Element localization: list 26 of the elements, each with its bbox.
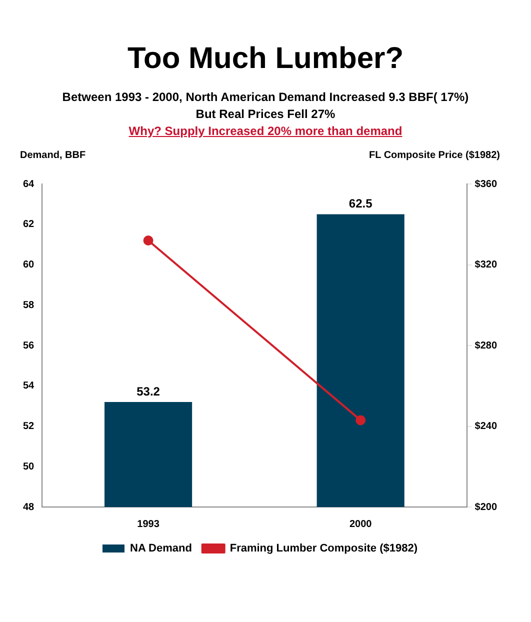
y-tick-label: 62 [23, 219, 35, 230]
y-tick-label: 52 [23, 421, 35, 432]
data-label: 62.5 [348, 196, 373, 211]
y-tick-label: 56 [23, 340, 35, 352]
text: Why? Supply Increased 20% more than demand [128, 124, 404, 138]
y2-tick-label: $240 [474, 421, 498, 432]
y2-axis-title: FL Composite Price ($1982) [369, 150, 500, 161]
y2-tick-label: $280 [474, 340, 498, 352]
legend-label: Framing Lumber Composite ($1982) [230, 542, 418, 555]
y-tick-label: 60 [23, 260, 35, 270]
y-axis-title: Demand, BBF [20, 150, 86, 161]
y-tick-label: 48 [23, 502, 35, 513]
y2-tick-label: $360 [474, 178, 498, 190]
chart-subtitle: Between 1993 - 2000, North American Demand Increased 9.3 BBF( 17%) [61, 90, 470, 104]
text: But Real Prices Fell 27% [194, 107, 336, 121]
y-tick-label: 58 [23, 300, 35, 311]
y-tick-label: 54 [23, 380, 35, 392]
chart-title: Too Much Lumber? [126, 42, 405, 76]
y2-tick-label: $320 [474, 260, 498, 270]
x-tick-label: 2000 [349, 518, 372, 530]
legend-label: NA Demand [130, 542, 192, 555]
y-tick-label: 50 [23, 461, 35, 472]
data-label: 53.2 [136, 384, 160, 398]
y-tick-label: 64 [23, 178, 35, 190]
x-tick-label: 1993 [137, 518, 160, 530]
y2-tick-label: $200 [474, 502, 498, 513]
